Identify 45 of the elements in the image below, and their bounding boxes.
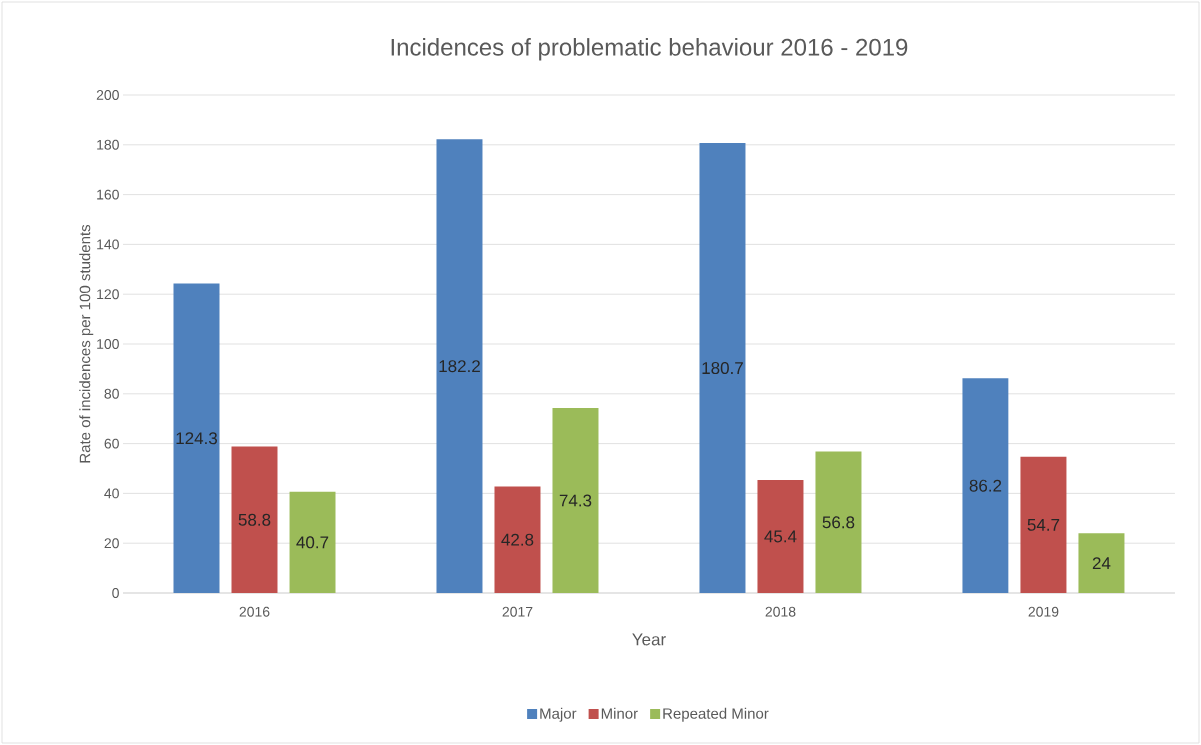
bar [173,283,220,593]
data-label: 124.3 [176,432,218,445]
y-tick-label: 100 [97,339,119,349]
bar [1020,456,1067,593]
bar [699,143,746,593]
y-tick-label: 20 [104,538,119,549]
bar [815,451,862,593]
data-label: 54.7 [1027,518,1060,531]
bar [436,139,483,593]
x-tick-label: 2016 [239,606,270,617]
data-label: 182.2 [439,360,480,373]
y-tick-label: 180 [97,139,119,150]
data-label: 40.7 [296,536,329,549]
y-tick-label: 200 [96,90,119,100]
legend-label: Repeated Minor [663,707,769,722]
x-tick-label: 2019 [1028,606,1059,617]
x-tick-label: 2017 [502,606,533,617]
y-tick-label: 40 [104,488,119,499]
y-axis-title: Rate of incidences per 100 students [79,224,94,463]
y-tick-label: 60 [104,438,119,449]
data-label: 74.3 [559,494,592,507]
y-tick-label: 160 [97,189,119,200]
bar [494,486,541,593]
bar [552,407,599,593]
legend-label: Minor [601,707,638,719]
bar [1078,533,1125,593]
bar [962,378,1009,593]
data-label: 58.8 [238,513,271,526]
y-tick-label: 140 [97,239,119,250]
data-label: 180.7 [702,362,743,375]
chart-title: Incidences of problematic behaviour 2016 - 2019 [391,38,908,61]
y-tick-label: 80 [104,388,119,399]
data-label: 24 [1092,557,1111,570]
x-tick-label: 2018 [765,606,796,617]
data-label: 42.8 [501,533,534,546]
x-axis-title: Year [632,633,666,646]
legend-label: Major [540,707,577,722]
y-tick-label: 0 [112,588,119,598]
y-tick-label: 120 [97,289,119,300]
bar [231,446,278,593]
bar [757,479,804,593]
data-label: 86.2 [969,479,1002,492]
data-label: 45.4 [764,530,797,543]
bar [289,491,336,593]
data-label: 56.8 [822,516,855,529]
